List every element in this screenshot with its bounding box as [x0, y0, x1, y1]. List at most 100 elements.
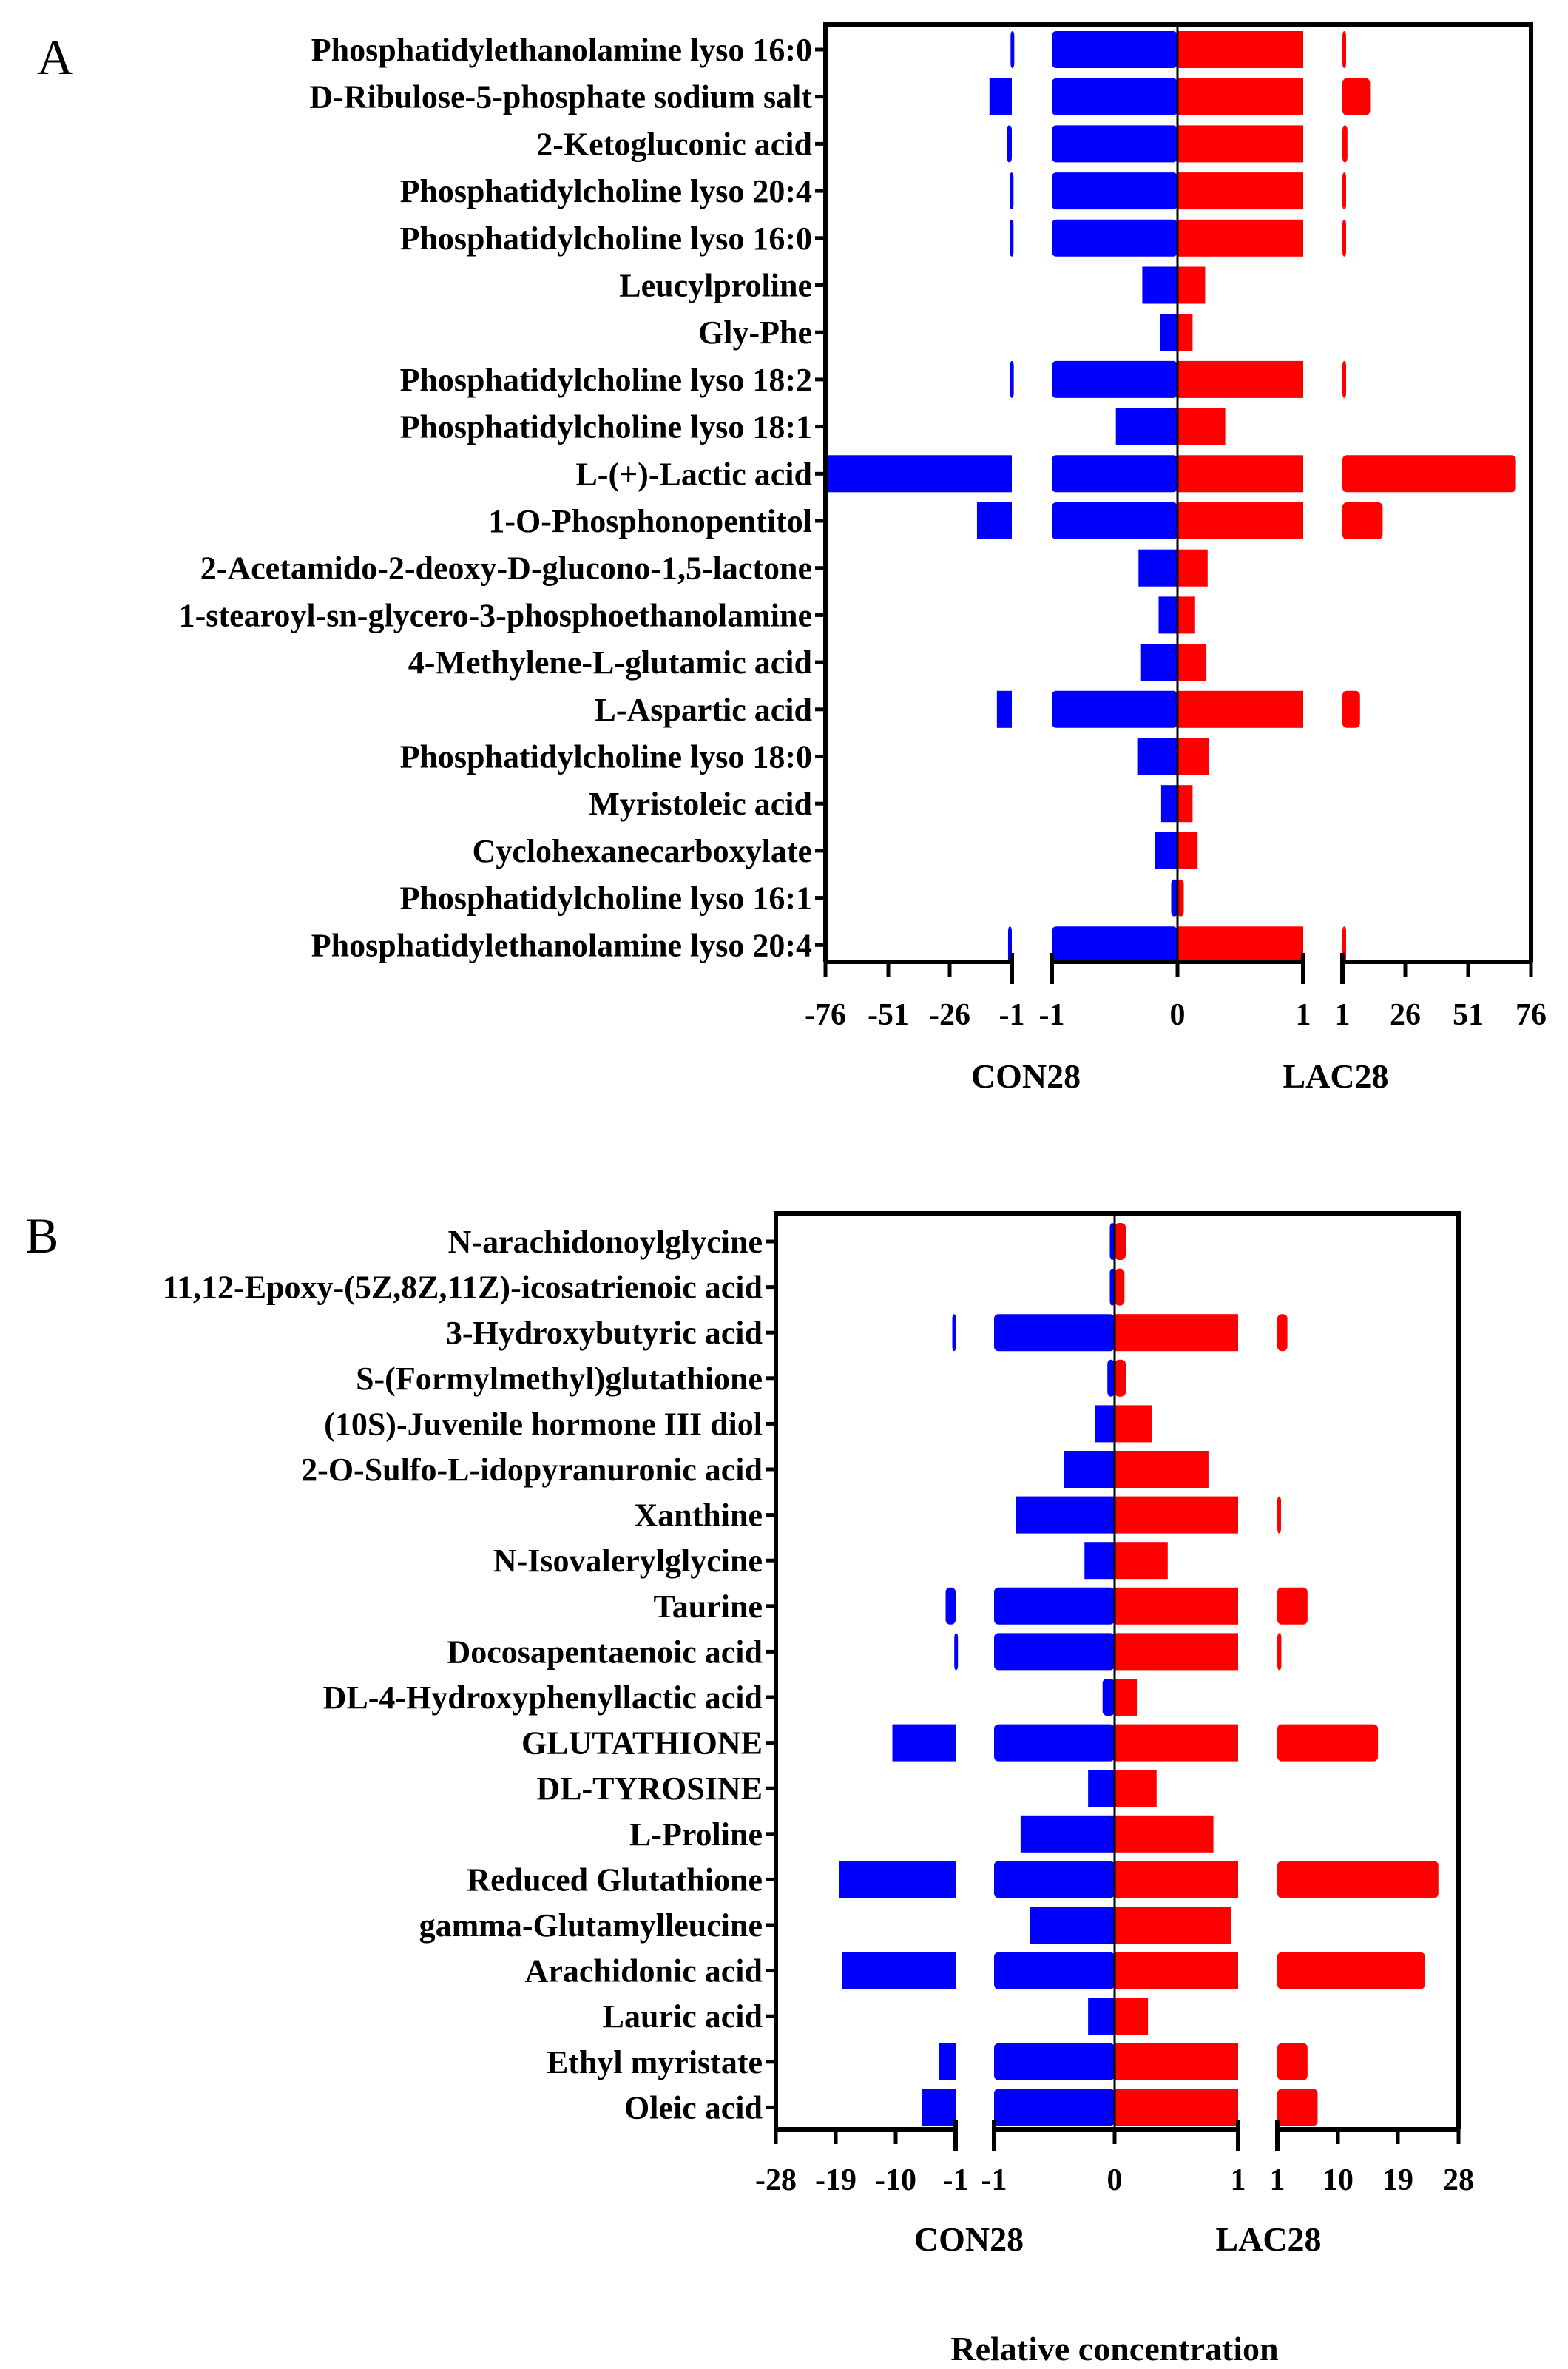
- bar-con28: [825, 455, 1012, 493]
- bar-con28: [945, 1587, 956, 1625]
- bar-con28: [1160, 785, 1177, 823]
- bar-con28-outer: [1052, 502, 1177, 539]
- bar-con28: [1010, 360, 1014, 398]
- bar-lac28-outer: [1342, 219, 1346, 257]
- x-tick-label: 1: [1270, 2163, 1285, 2197]
- bar-con28: [1088, 1998, 1115, 2035]
- bar-con28-outer: [994, 1587, 1115, 1625]
- bar-con28-outer: [1052, 360, 1177, 398]
- bar-lac28: [1177, 502, 1303, 539]
- category-label: Leucylproline: [619, 268, 812, 304]
- bar-lac28: [1177, 690, 1303, 728]
- bar-lac28: [1177, 360, 1303, 398]
- x-tick-label: -28: [755, 2163, 797, 2197]
- bar-lac28: [1115, 1815, 1214, 1853]
- bar-con28-outer: [994, 2089, 1115, 2126]
- category-label: Lauric acid: [603, 1998, 763, 2035]
- bar-con28: [1109, 1268, 1115, 1306]
- category-label: Myristoleic acid: [589, 786, 812, 822]
- x-tick-label: 1: [1296, 998, 1311, 1032]
- category-label: Gly-Phe: [698, 314, 812, 351]
- bar-lac28: [1177, 832, 1198, 869]
- panel-letter: B: [25, 1207, 58, 1264]
- bar-lac28: [1177, 455, 1303, 493]
- bar-lac28: [1177, 314, 1193, 351]
- category-label: Cyclohexanecarboxylate: [473, 833, 812, 869]
- bar-lac28: [1177, 738, 1209, 775]
- bar-lac28: [1115, 1496, 1238, 1534]
- category-label: DL-TYROSINE: [536, 1770, 763, 1807]
- category-label: Phosphatidylcholine lyso 18:1: [400, 409, 812, 445]
- category-label: gamma-Glutamylleucine: [419, 1907, 763, 1944]
- bar-lac28: [1115, 1314, 1238, 1352]
- category-label: Phosphatidylcholine lyso 18:0: [400, 739, 812, 775]
- category-label: Phosphatidylethanolamine lyso 16:0: [311, 32, 812, 68]
- bar-lac28: [1115, 1861, 1238, 1898]
- bar-con28: [1102, 1679, 1115, 1716]
- panel-a-chart: A Phosphatidylethanolamine lyso 16:0 D-Rib…: [37, 22, 1547, 1095]
- category-label: 4-Methylene-L-glutamic acid: [408, 644, 812, 681]
- bar-lac28: [1115, 1907, 1231, 1944]
- category-label: Oleic acid: [624, 2089, 763, 2126]
- category-label: L-Proline: [629, 1816, 763, 1853]
- bar-lac28: [1115, 1587, 1238, 1625]
- bar-lac28-outer: [1342, 172, 1346, 210]
- x-tick-label: 0: [1170, 998, 1186, 1032]
- x-tick-label: -19: [815, 2163, 856, 2197]
- category-label: Phosphatidylcholine lyso 16:1: [400, 880, 812, 917]
- category-label: Arachidonic acid: [525, 1953, 763, 1989]
- bar-lac28-outer: [1277, 1314, 1288, 1352]
- category-label: Ethyl myristate: [547, 2044, 763, 2080]
- bar-lac28-outer: [1277, 2043, 1308, 2080]
- category-label: 11,12-Epoxy-(5Z,8Z,11Z)-icosatrienoic ac…: [162, 1270, 763, 1306]
- bar-con28: [842, 1952, 956, 1989]
- bar-lac28-outer: [1342, 360, 1346, 398]
- x-tick-label: -51: [868, 998, 909, 1032]
- bar-lac28: [1115, 1268, 1125, 1306]
- bar-con28: [1020, 1815, 1115, 1853]
- category-label: GLUTATHIONE: [521, 1725, 763, 1762]
- bar-con28: [1010, 172, 1014, 210]
- bar-con28-outer: [994, 2043, 1115, 2080]
- bar-lac28: [1115, 1405, 1152, 1443]
- bar-lac28: [1177, 172, 1303, 210]
- bar-con28: [1109, 1223, 1115, 1260]
- x-tick-label: 76: [1515, 998, 1547, 1032]
- category-label: 3-Hydroxybutyric acid: [446, 1315, 763, 1351]
- bar-con28: [1137, 738, 1177, 775]
- bar-lac28: [1177, 785, 1193, 823]
- bar-con28: [1155, 832, 1177, 869]
- category-label: Docosapentaenoic acid: [447, 1634, 763, 1670]
- bar-con28-outer: [1052, 125, 1177, 163]
- bar-con28-outer: [994, 1952, 1115, 1989]
- bar-con28: [839, 1861, 956, 1898]
- bar-con28: [1095, 1405, 1115, 1443]
- x-tick-label: -26: [929, 998, 970, 1032]
- bar-lac28-outer: [1277, 1724, 1379, 1762]
- bar-lac28: [1115, 2089, 1238, 2126]
- bar-lac28-outer: [1342, 31, 1346, 68]
- bar-con28: [1010, 31, 1015, 68]
- bar-con28-outer: [994, 1724, 1115, 1762]
- bar-lac28: [1177, 549, 1208, 587]
- bar-con28: [1138, 549, 1177, 587]
- x-tick-label: -1: [981, 2163, 1007, 2197]
- bar-con28-outer: [1052, 219, 1177, 257]
- bar-lac28-outer: [1277, 1861, 1439, 1898]
- bar-con28-outer: [1052, 172, 1177, 210]
- bar-lac28: [1115, 1770, 1157, 1807]
- bar-lac28-outer: [1342, 690, 1360, 728]
- category-label: Phosphatidylethanolamine lyso 20:4: [311, 927, 812, 963]
- category-label: L-(+)-Lactic acid: [575, 456, 812, 492]
- bar-con28-outer: [994, 1314, 1115, 1352]
- x-tick-label: -1: [999, 998, 1025, 1032]
- bar-lac28: [1115, 1451, 1209, 1488]
- category-label: Xanthine: [634, 1497, 763, 1534]
- bar-lac28: [1177, 596, 1195, 634]
- bar-con28-outer: [994, 1633, 1115, 1671]
- bar-con28: [954, 1633, 959, 1671]
- x-tick-label: 51: [1453, 998, 1484, 1032]
- x-tick-label: -10: [875, 2163, 916, 2197]
- bar-lac28: [1177, 219, 1303, 257]
- bar-con28: [1088, 1770, 1115, 1807]
